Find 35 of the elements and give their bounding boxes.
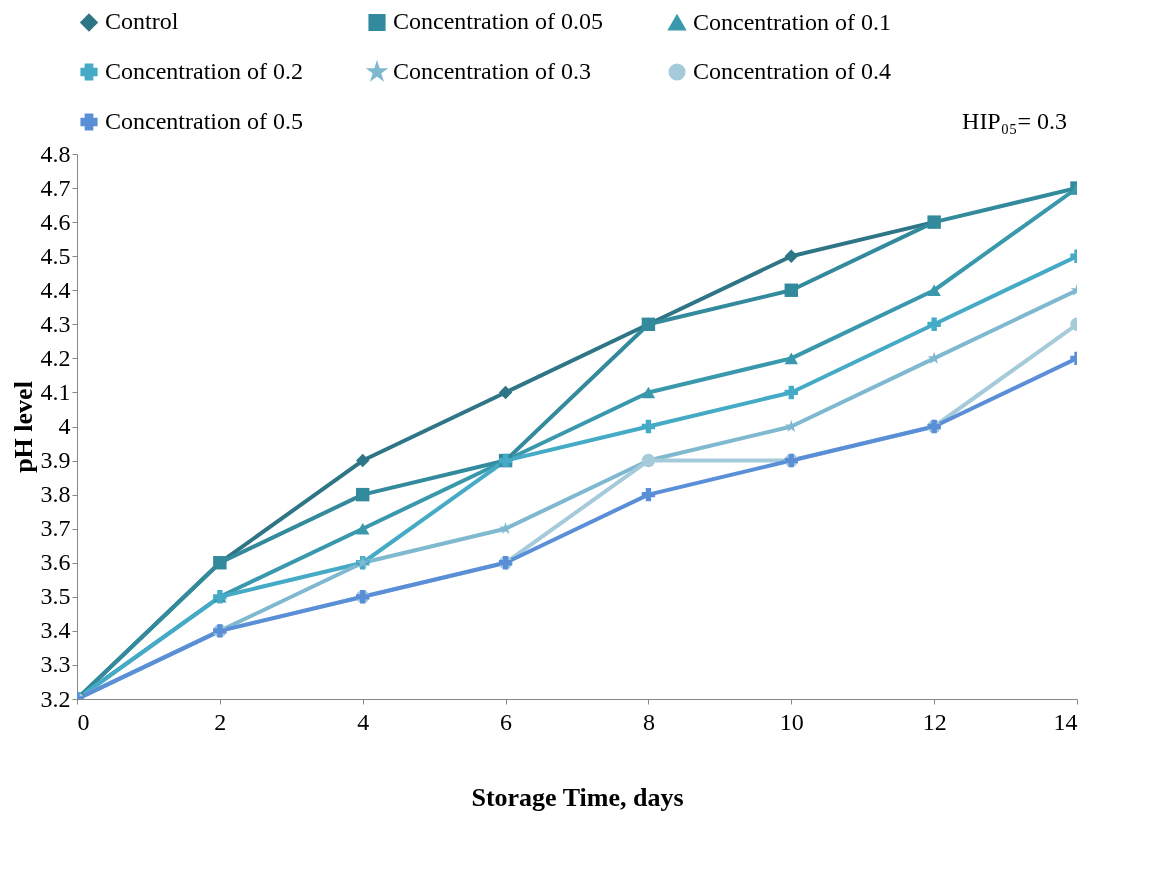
y-tick-label: 3.5 — [40, 583, 71, 610]
y-tick-label: 3.7 — [40, 515, 71, 542]
x-tick-label: 8 — [642, 708, 655, 735]
y-tick-label: 4.5 — [40, 242, 71, 269]
legend-label: Control — [105, 8, 179, 35]
legend-label: Concentration of 0.5 — [105, 108, 303, 134]
y-tick-label: 4.7 — [40, 174, 71, 201]
legend-label: Concentration of 0.1 — [693, 8, 891, 35]
x-tick-label: 2 — [214, 708, 227, 735]
y-tick-label: 4.2 — [40, 344, 71, 371]
x-tick-label: 12 — [922, 708, 947, 735]
legend-label: Concentration of 0.4 — [693, 58, 891, 84]
y-tick-label: 4.6 — [40, 208, 71, 235]
legend-label: Concentration of 0.05 — [393, 8, 603, 35]
y-tick-label: 3.4 — [40, 617, 71, 644]
y-tick-label: 4 — [58, 413, 71, 439]
legend-label: Concentration of 0.3 — [393, 58, 591, 84]
x-tick-label: 14 — [1053, 708, 1078, 735]
y-tick-label: 4.1 — [40, 378, 71, 405]
y-tick-label: 3.6 — [40, 549, 71, 576]
x-tick-label: 0 — [77, 708, 90, 735]
legend-label: Concentration of 0.2 — [105, 58, 303, 84]
y-tick-label: 3.8 — [40, 481, 71, 508]
y-tick-label: 4.8 — [40, 140, 71, 167]
x-tick-label: 6 — [500, 708, 513, 735]
x-axis-title: Storage Time, days — [471, 782, 684, 812]
x-tick-label: 10 — [779, 708, 804, 735]
x-tick-label: 4 — [357, 708, 370, 735]
y-tick-label: 3.2 — [40, 685, 71, 712]
y-tick-label: 4.4 — [40, 276, 71, 303]
y-axis-title: pH level — [8, 381, 38, 473]
y-tick-label: 3.3 — [40, 651, 71, 678]
text: HIP₀₅= 0.3 — [962, 108, 1067, 134]
y-tick-label: 4.3 — [40, 310, 71, 337]
y-tick-label: 3.9 — [40, 447, 71, 474]
